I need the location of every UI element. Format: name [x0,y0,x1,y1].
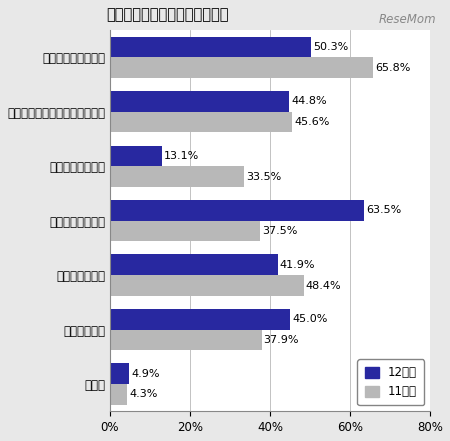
Bar [110,309,290,329]
Bar [110,91,289,112]
Text: 4.3%: 4.3% [129,389,157,400]
Text: 37.5%: 37.5% [262,226,297,236]
Text: 48.4%: 48.4% [306,280,341,291]
Bar [110,146,162,166]
Bar [110,57,373,78]
Text: 63.5%: 63.5% [366,206,401,215]
Text: 41.9%: 41.9% [279,260,315,270]
Legend: 12年卒, 11年卒: 12年卒, 11年卒 [357,359,424,405]
Text: 45.6%: 45.6% [294,117,330,127]
Text: 37.9%: 37.9% [264,335,299,345]
Text: 44.8%: 44.8% [291,97,327,106]
Bar [110,220,260,241]
Bar [110,329,261,350]
Text: 33.5%: 33.5% [246,172,281,182]
Bar [110,254,278,275]
Text: ReseMom: ReseMom [379,13,436,26]
Bar [110,363,130,384]
Text: 4.9%: 4.9% [131,369,160,379]
Text: 65.8%: 65.8% [375,63,411,73]
Text: 45.0%: 45.0% [292,314,327,324]
Bar [110,112,292,132]
Bar [110,200,364,220]
Bar [110,37,311,57]
Bar [110,275,304,296]
Bar [110,166,244,187]
Text: 厳しいと思う理由（複数回答）: 厳しいと思う理由（複数回答） [107,7,229,22]
Text: 50.3%: 50.3% [313,42,348,52]
Bar [110,384,127,405]
Text: 13.1%: 13.1% [164,151,199,161]
